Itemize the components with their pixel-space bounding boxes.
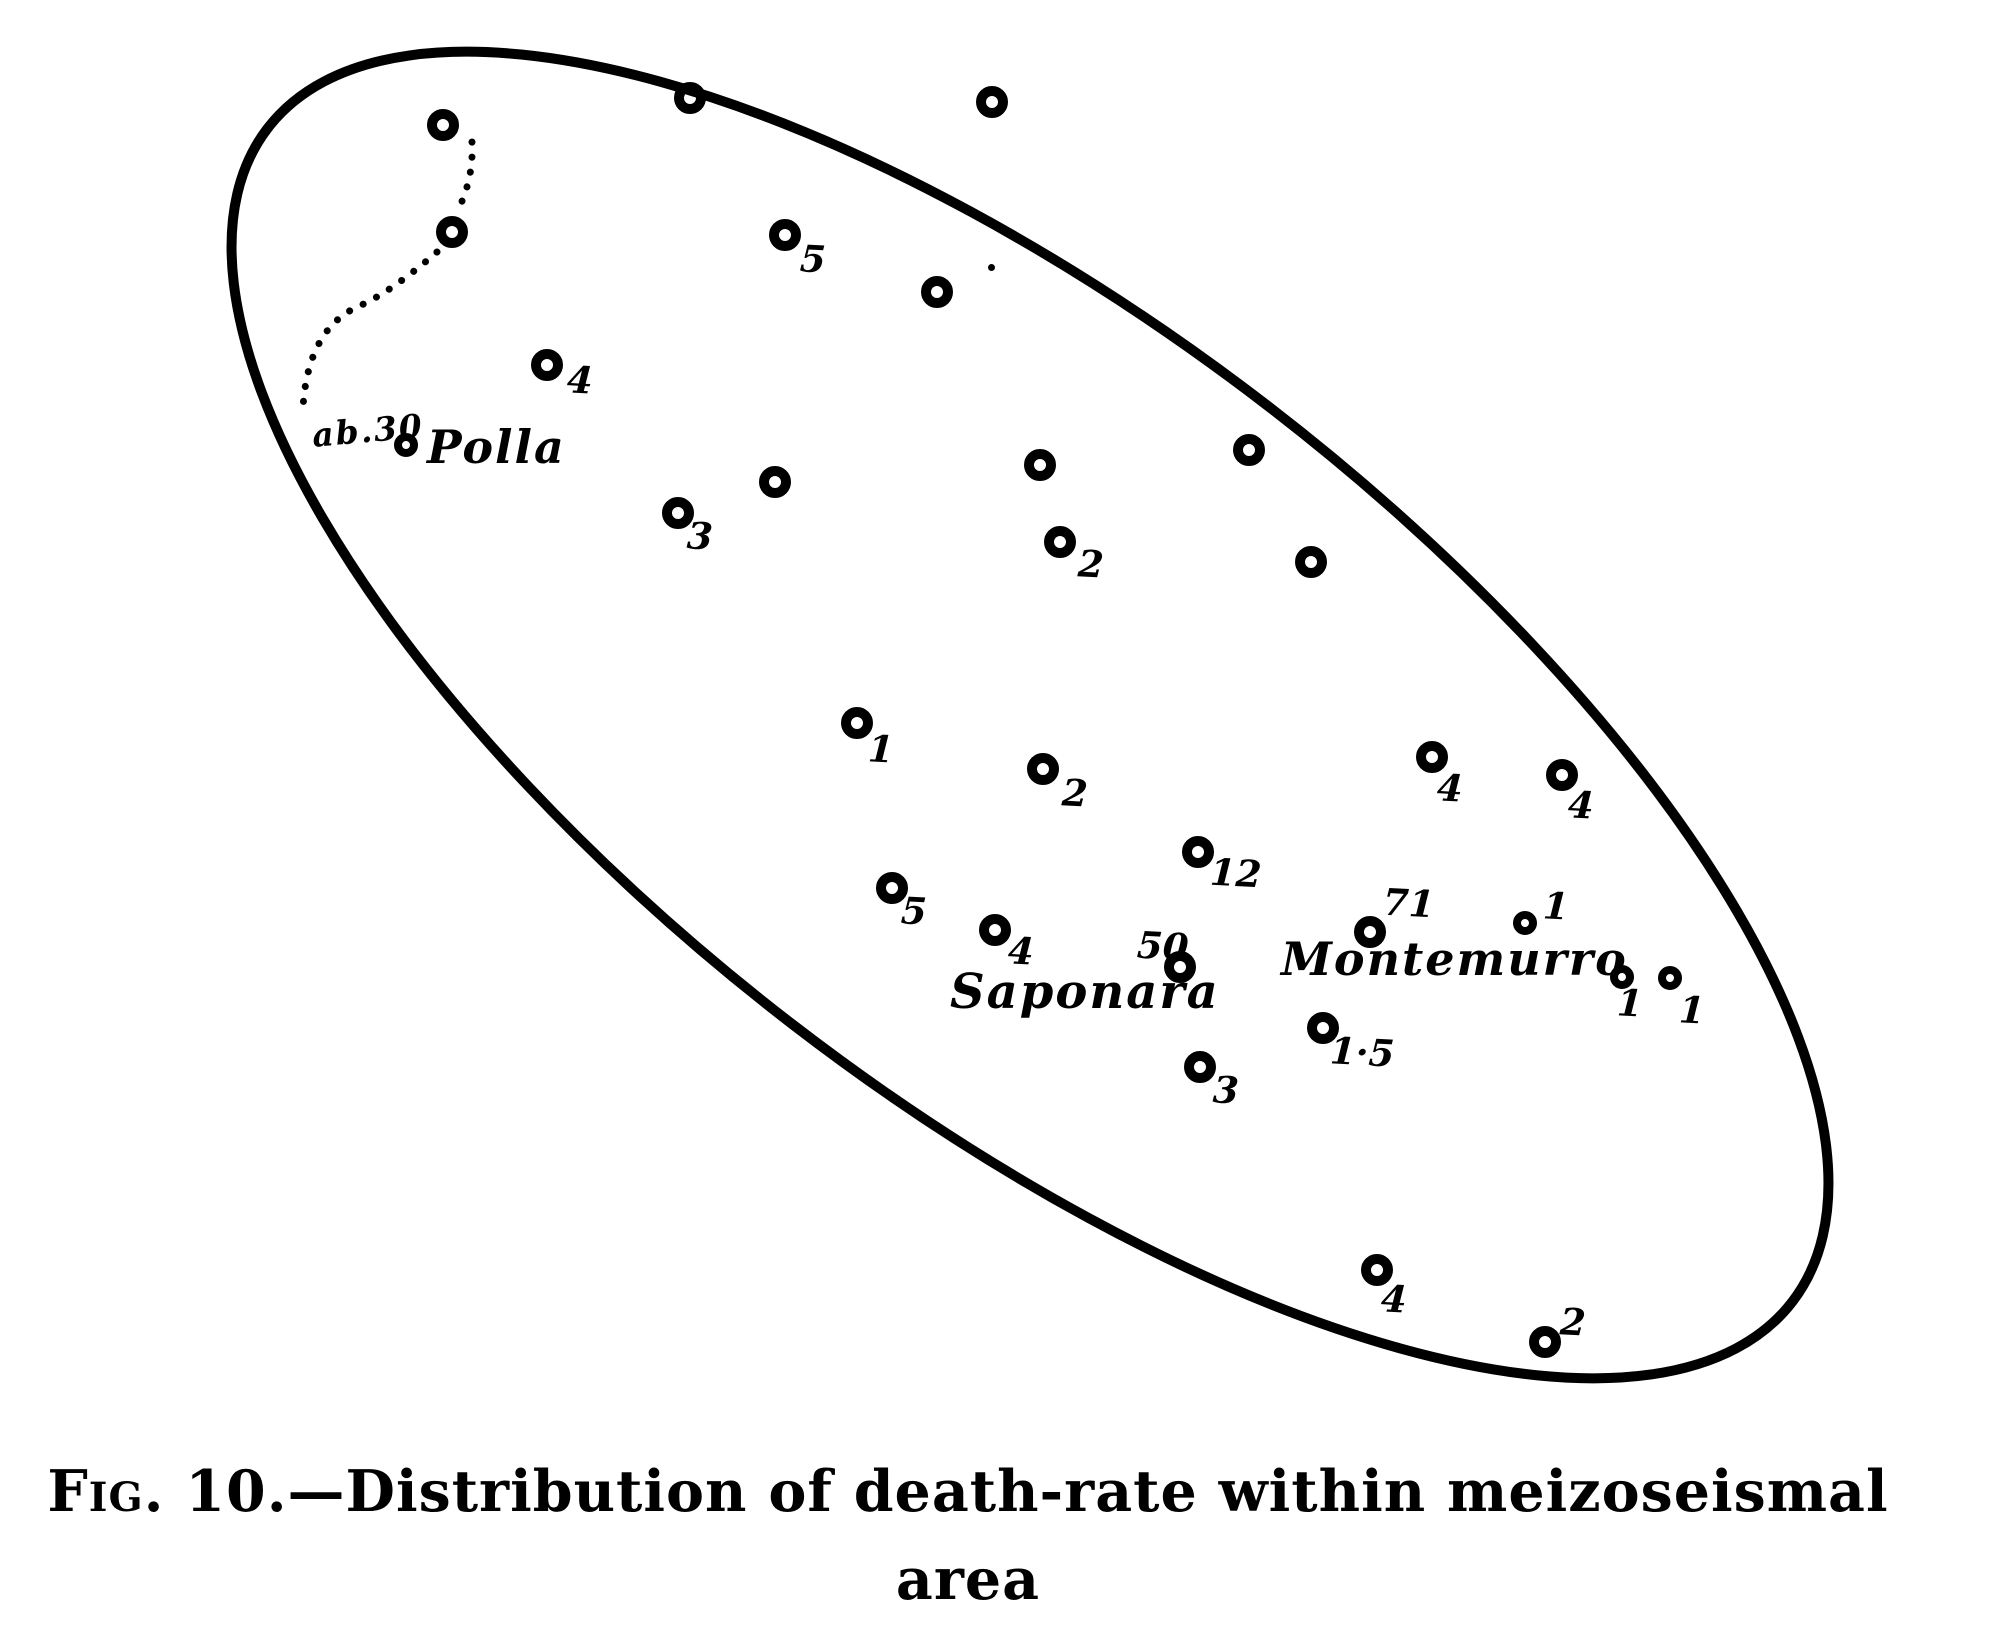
figure-caption: Fig. 10.—Distribution of death-rate with… xyxy=(0,1448,1936,1627)
town-circle-icon xyxy=(1184,1051,1216,1083)
town-circle-icon xyxy=(662,497,694,529)
death-rate-value: 2 xyxy=(1558,1299,1587,1345)
town-circle-icon xyxy=(1233,434,1265,466)
town-circle-icon xyxy=(979,914,1011,946)
town-circle-icon xyxy=(876,872,908,904)
caption-line-1-text: —Distribution of death-rate within meizo… xyxy=(287,1458,1889,1613)
town-circle-icon xyxy=(1658,966,1682,990)
death-rate-value: 71 xyxy=(1381,879,1436,927)
town-circle-icon xyxy=(921,276,953,308)
town-circle-icon xyxy=(1027,753,1059,785)
place-label-polla: Polla xyxy=(427,420,566,474)
dotted-track-lower xyxy=(299,248,441,411)
town-circle-icon xyxy=(1182,836,1214,868)
death-rate-value: 12 xyxy=(1208,849,1263,897)
death-rate-value: 3 xyxy=(685,513,714,559)
death-rate-value: 1 xyxy=(866,726,895,772)
town-circle-icon xyxy=(1295,546,1327,578)
town-circle-icon xyxy=(1610,965,1634,989)
town-circle-icon xyxy=(531,349,563,381)
place-label-montemurro: Montemurro xyxy=(1281,932,1628,986)
death-rate-value: 5 xyxy=(798,236,827,282)
town-circle-icon xyxy=(759,466,791,498)
death-rate-value: 3 xyxy=(1211,1067,1240,1113)
death-rate-value: 2 xyxy=(1060,770,1089,816)
town-circle-icon xyxy=(1354,916,1386,948)
town-circle-icon xyxy=(1307,1012,1339,1044)
death-rate-value: 4 xyxy=(565,357,594,403)
death-rate-value: 1·5 xyxy=(1328,1028,1396,1076)
meizoseismal-boundary xyxy=(226,46,1834,1384)
town-circle-icon xyxy=(436,216,468,248)
town-circle-icon xyxy=(1024,449,1056,481)
town-circle-icon xyxy=(1513,911,1537,935)
town-circle-icon xyxy=(1546,759,1578,791)
ink-speck xyxy=(988,264,995,271)
figure-number-label: Fig. 10. xyxy=(47,1458,288,1525)
death-rate-value: 1 xyxy=(1615,980,1644,1026)
place-label-saponara: Saponara xyxy=(950,964,1220,1020)
town-circle-icon xyxy=(1164,951,1196,983)
death-rate-value: 4 xyxy=(1379,1276,1408,1322)
town-circle-icon xyxy=(1044,526,1076,558)
death-rate-value: 1 xyxy=(1677,987,1706,1033)
town-circle-icon xyxy=(394,433,418,457)
town-circle-icon xyxy=(841,707,873,739)
death-rate-value: 50 xyxy=(1135,922,1190,970)
town-circle-icon xyxy=(976,86,1008,118)
place-label-ab30: ab.30 xyxy=(310,406,426,455)
town-circle-icon xyxy=(1361,1254,1393,1286)
town-circle-icon xyxy=(769,219,801,251)
death-rate-value: 2 xyxy=(1076,541,1105,587)
death-rate-value: 4 xyxy=(1566,782,1595,828)
town-circle-icon xyxy=(427,109,459,141)
town-circle-icon xyxy=(1529,1326,1561,1358)
town-circle-icon xyxy=(1416,741,1448,773)
death-rate-value: 5 xyxy=(899,888,928,934)
town-circle-icon xyxy=(674,82,706,114)
caption-line-1: Fig. 10.—Distribution of death-rate with… xyxy=(0,1448,1936,1624)
death-rate-value: 1 xyxy=(1541,883,1570,929)
death-rate-value: 4 xyxy=(1435,765,1464,811)
